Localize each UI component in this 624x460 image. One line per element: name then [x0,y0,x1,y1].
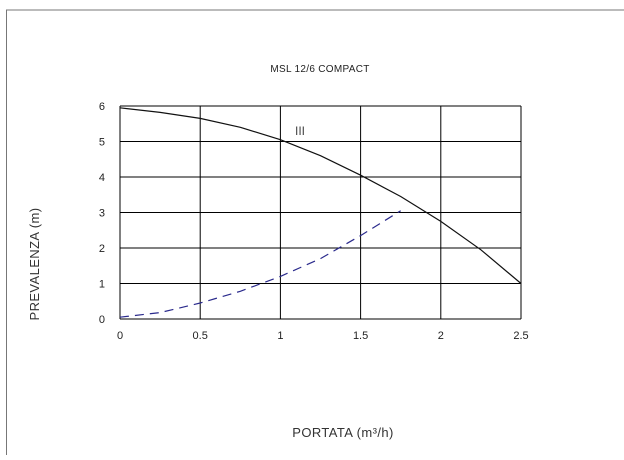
x-tick-label: 0 [117,330,123,342]
x-tick-label: 2.5 [513,330,528,342]
y-axis-title: PREVALENZA (m) [27,208,42,321]
y-tick-label: 6 [99,101,105,113]
y-tick-label: 1 [99,279,105,291]
x-tick-label: 2 [438,330,444,342]
series-group [119,107,522,318]
x-tick-label: 0.5 [193,330,208,342]
y-tick-label: 3 [99,208,105,220]
x-axis-title: PORTATA (m³/h) [292,425,393,440]
curve-label: III [295,124,305,138]
chart-title: MSL 12/6 COMPACT [270,64,369,75]
y-tick-labels: 0 1 2 3 4 5 6 [99,101,105,326]
y-tick-label: 4 [99,172,105,184]
system-curve-line [119,210,402,318]
y-tick-label: 0 [99,314,105,326]
y-tick-label: 5 [99,137,105,149]
pump-curve-line [119,107,522,284]
grid [119,105,522,320]
x-tick-label: 1.5 [353,330,368,342]
x-tick-labels: 0 0.5 1 1.5 2 2.5 [117,330,529,342]
x-tick-label: 1 [277,330,283,342]
y-tick-label: 2 [99,243,105,255]
